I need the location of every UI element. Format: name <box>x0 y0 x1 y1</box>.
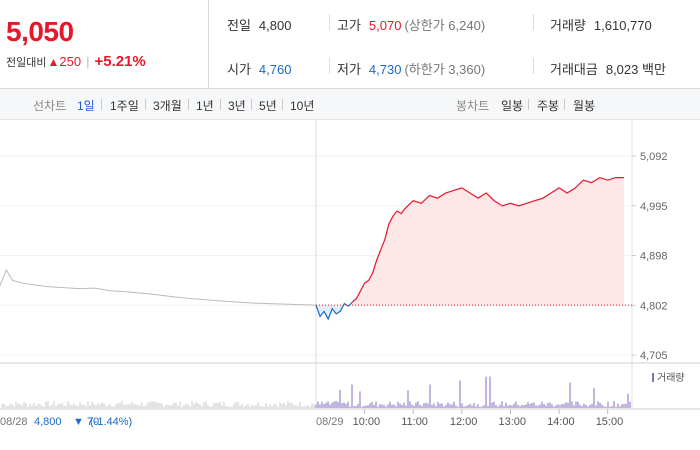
prev-day-series <box>0 269 317 306</box>
prev-close-label: 4,800 <box>34 416 62 428</box>
y-tick-label: 4,995 <box>640 201 668 213</box>
stat-label: 고가 <box>337 18 361 33</box>
quote-header: 5,050 전일대비▲250 | +5.21% 전일 4,800 고가 5,070 (상한… <box>0 0 700 89</box>
stat-value: 4,800 <box>258 18 292 33</box>
x-tick-label: 10:00 <box>353 416 381 428</box>
divider <box>564 99 565 110</box>
today-date-label: 08/29 <box>316 416 344 428</box>
stat-label: 전일 <box>227 18 251 33</box>
upper-limit: (상한가 6,240) <box>404 18 486 33</box>
tab-3months[interactable]: 3개월 <box>153 99 182 113</box>
x-tick-label: 15:00 <box>596 416 624 428</box>
change-value: 250 <box>59 54 82 69</box>
stat-turnover: 거래대금 8,023 백만 <box>550 59 666 78</box>
change-label: 전일대비 <box>6 57 47 69</box>
change-row: 전일대비▲250 | +5.21% <box>6 53 146 70</box>
x-tick-label: 13:00 <box>498 416 526 428</box>
tab-1day[interactable]: 1일 <box>77 99 95 113</box>
divider <box>533 58 534 74</box>
stat-high: 고가 5,070 (상한가 6,240) <box>337 15 485 34</box>
today-up-series <box>352 176 624 303</box>
y-tick-label: 4,898 <box>640 251 668 263</box>
stat-value: 8,023 백만 <box>605 62 666 77</box>
x-tick-label: 14:00 <box>547 416 575 428</box>
divider <box>528 99 529 110</box>
divider <box>329 14 330 30</box>
divider <box>533 14 534 30</box>
volume-legend-marker <box>652 373 654 382</box>
price-box: 5,050 전일대비▲250 | +5.21% <box>0 0 209 88</box>
divider <box>145 99 146 110</box>
prev-change-label: ▼ 70 <box>73 416 99 428</box>
tab-10years[interactable]: 10년 <box>290 99 315 113</box>
y-tick-label: 4,705 <box>640 350 668 362</box>
current-price: 5,050 <box>6 16 74 47</box>
tab-1year[interactable]: 1년 <box>196 99 214 113</box>
change-percent: +5.21% <box>94 53 146 70</box>
x-tick-label: 11:00 <box>401 416 428 428</box>
tab-monthly-candle[interactable]: 월봉 <box>573 99 596 113</box>
divider <box>101 99 102 110</box>
price-chart: 5,092 4,995 4,898 4,802 4,705 거래량 08/28 4,800 ▼ … <box>0 119 700 428</box>
tab-1week[interactable]: 1주일 <box>110 99 139 113</box>
chart-tabs: 선차트 1일 1주일 3개월 1년 3년 5년 10년 봉차트 일봉 주봉 월봉 <box>0 89 700 120</box>
tab-5years[interactable]: 5년 <box>259 99 277 113</box>
up-area-fill <box>352 177 624 306</box>
stat-value: 4,760 <box>258 62 292 77</box>
y-tick-label: 4,802 <box>640 300 668 312</box>
stat-prev-close: 전일 4,800 <box>227 15 291 34</box>
y-tick-label: 5,092 <box>640 151 668 163</box>
stat-low: 저가 4,730 (하한가 3,360) <box>337 59 485 78</box>
stat-value: 4,730 <box>368 62 402 77</box>
stat-label: 거래대금 <box>550 62 598 77</box>
stat-label: 시가 <box>227 62 251 77</box>
stat-open: 시가 4,760 <box>227 59 291 78</box>
line-chart-label: 선차트 <box>33 99 67 113</box>
stat-value: 5,070 <box>368 18 402 33</box>
tab-3years[interactable]: 3년 <box>228 99 246 113</box>
volume-legend-label: 거래량 <box>657 372 685 384</box>
down-area-fill <box>316 298 357 320</box>
tab-weekly-candle[interactable]: 주봉 <box>537 99 560 113</box>
stat-value: 1,610,770 <box>593 18 652 33</box>
divider <box>251 99 252 110</box>
tab-daily-candle[interactable]: 일봉 <box>501 99 524 113</box>
prev-change-pct-label: (-1.44%) <box>90 416 132 428</box>
stat-volume: 거래량 1,610,770 <box>550 15 652 34</box>
stat-label: 거래량 <box>550 18 586 33</box>
divider <box>220 99 221 110</box>
up-triangle-icon: ▲ <box>47 55 60 69</box>
lower-limit: (하한가 3,360) <box>404 62 486 77</box>
stats-panel: 전일 4,800 고가 5,070 (상한가 6,240) 거래량 1,610,770 … <box>209 0 700 88</box>
divider <box>188 99 189 110</box>
candle-chart-label: 봉차트 <box>456 99 490 113</box>
divider <box>329 58 330 74</box>
x-tick-label: 12:00 <box>450 416 478 428</box>
divider: | <box>86 54 90 69</box>
stat-label: 저가 <box>337 62 361 77</box>
prev-date-label: 08/28 <box>0 416 28 428</box>
divider <box>282 99 283 110</box>
